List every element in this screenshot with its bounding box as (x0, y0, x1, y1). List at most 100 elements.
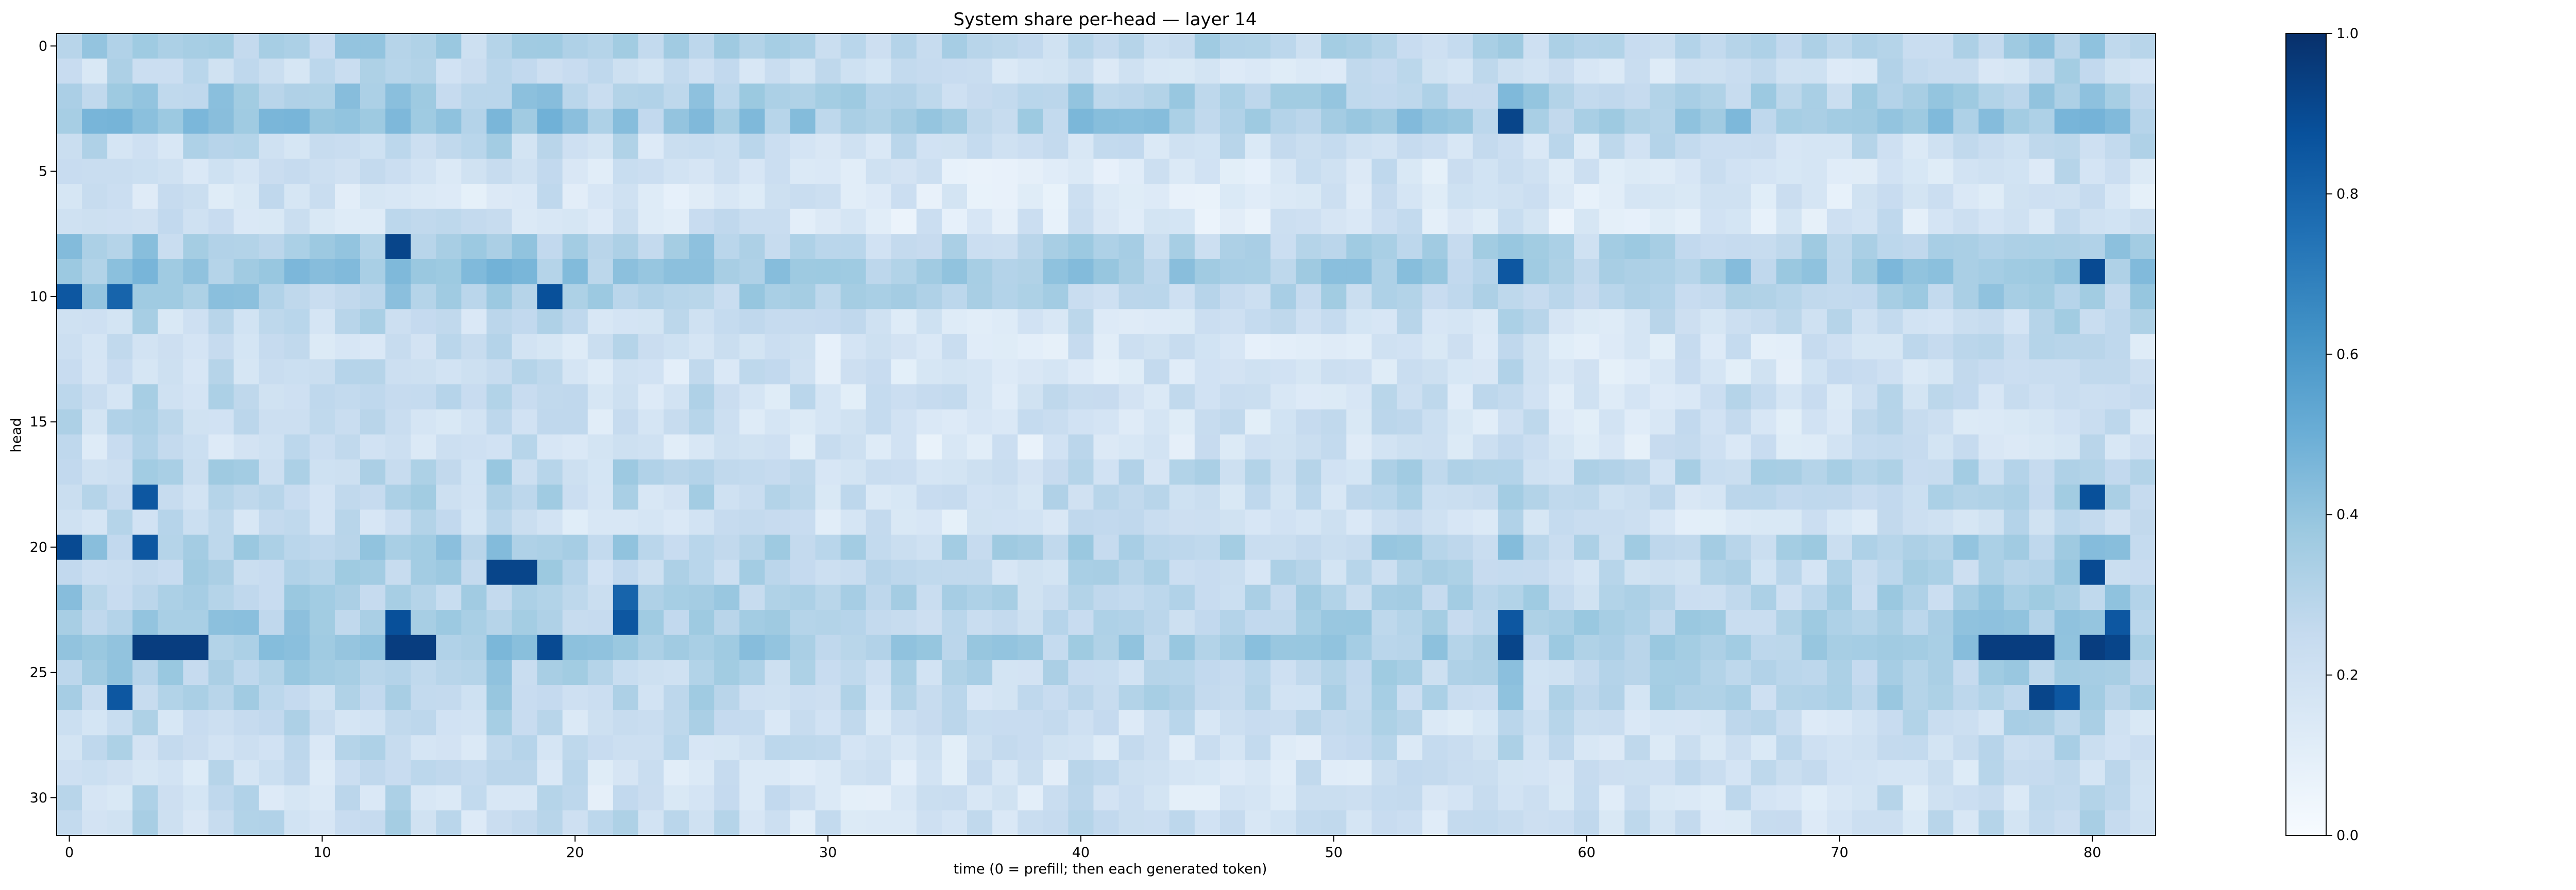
heatmap-cell (1169, 635, 1195, 661)
heatmap-cell (57, 760, 82, 786)
heatmap-cell (1093, 535, 1120, 560)
heatmap-cell (461, 559, 487, 586)
heatmap-cell (2029, 259, 2055, 285)
heatmap-cell (1043, 484, 1069, 510)
heatmap-cell (815, 133, 841, 159)
heatmap-cell (1397, 384, 1423, 410)
heatmap-cell (916, 735, 942, 761)
heatmap-cell (562, 183, 588, 210)
heatmap-cell (1447, 810, 1473, 836)
heatmap-cell (1371, 459, 1398, 485)
heatmap-cell (1700, 785, 1726, 811)
heatmap-cell (1093, 259, 1120, 285)
heatmap-cell (2029, 159, 2055, 184)
heatmap-cell (992, 284, 1018, 310)
heatmap-cell (664, 384, 689, 410)
heatmap-cell (1903, 685, 1928, 711)
heatmap-cell (840, 434, 867, 460)
heatmap-cell (562, 83, 588, 109)
heatmap-cell (1548, 484, 1574, 510)
heatmap-cell (1472, 33, 1499, 59)
heatmap-cell (1472, 760, 1499, 786)
heatmap-cell (486, 635, 513, 661)
heatmap-cell (1599, 133, 1625, 159)
heatmap-cell (2029, 509, 2055, 535)
heatmap-cell (992, 58, 1018, 84)
heatmap-cell (1826, 660, 1853, 686)
heatmap-cell (259, 785, 285, 811)
heatmap-cell (2130, 384, 2156, 410)
heatmap-cell (1776, 409, 1802, 435)
heatmap-cell (183, 133, 209, 159)
heatmap-cell (2079, 159, 2106, 184)
heatmap-cell (1371, 159, 1398, 184)
heatmap-cell (613, 459, 639, 485)
heatmap-cell (1903, 509, 1928, 535)
heatmap-cell (2130, 284, 2156, 310)
heatmap-cell (1826, 585, 1853, 610)
heatmap-cell (689, 33, 715, 59)
heatmap-cell (1472, 209, 1499, 234)
heatmap-cell (587, 735, 614, 761)
heatmap-cell (739, 434, 765, 460)
heatmap-cell (1953, 610, 1979, 636)
heatmap-cell (1144, 33, 1170, 59)
heatmap-cell (1574, 108, 1600, 134)
heatmap-cell (587, 33, 614, 59)
heatmap-cell (461, 234, 487, 260)
heatmap-cell (765, 209, 791, 234)
heatmap-cell (1599, 635, 1625, 661)
heatmap-cell (1169, 685, 1195, 711)
heatmap-cell (992, 735, 1018, 761)
heatmap-cell (1397, 660, 1423, 686)
heatmap-cell (790, 735, 816, 761)
heatmap-cell (2004, 735, 2030, 761)
heatmap-cell (1624, 635, 1650, 661)
heatmap-cell (360, 635, 386, 661)
heatmap-cell (1903, 209, 1928, 234)
heatmap-cell (1725, 284, 1752, 310)
heatmap-cell (512, 58, 538, 84)
heatmap-cell (1700, 760, 1726, 786)
heatmap-cell (259, 760, 285, 786)
heatmap-cell (1068, 785, 1094, 811)
heatmap-cell (992, 259, 1018, 285)
heatmap-cell (1574, 585, 1600, 610)
heatmap-cell (2004, 384, 2030, 410)
heatmap-cell (1447, 334, 1473, 360)
heatmap-cell (1523, 735, 1549, 761)
heatmap-cell (916, 309, 942, 335)
heatmap-cell (562, 635, 588, 661)
heatmap-cell (916, 585, 942, 610)
heatmap-cell (1093, 33, 1120, 59)
heatmap-cell (436, 33, 462, 59)
heatmap-cell (1422, 660, 1448, 686)
heatmap-cell (815, 209, 841, 234)
heatmap-cell (1953, 585, 1979, 610)
heatmap-cell (1725, 259, 1752, 285)
heatmap-cell (739, 384, 765, 410)
heatmap-cell (1397, 359, 1423, 385)
heatmap-cell (714, 710, 740, 735)
heatmap-cell (1978, 710, 2005, 735)
heatmap-cell (1978, 58, 2005, 84)
heatmap-cell (613, 434, 639, 460)
heatmap-cell (57, 33, 82, 59)
heatmap-cell (1472, 133, 1499, 159)
heatmap-cell (512, 559, 538, 586)
heatmap-cell (1928, 159, 1954, 184)
heatmap-cell (411, 309, 436, 335)
heatmap-cell (941, 760, 968, 786)
heatmap-cell (158, 484, 184, 510)
heatmap-cell (411, 434, 436, 460)
heatmap-cell (1043, 133, 1069, 159)
heatmap-cell (233, 710, 260, 735)
heatmap-cell (1169, 535, 1195, 560)
heatmap-cell (866, 159, 892, 184)
heatmap-cell (1826, 159, 1853, 184)
heatmap-cell (107, 133, 133, 159)
heatmap-cell (1219, 284, 1246, 310)
heatmap-cell (1498, 685, 1524, 711)
heatmap-cell (739, 334, 765, 360)
